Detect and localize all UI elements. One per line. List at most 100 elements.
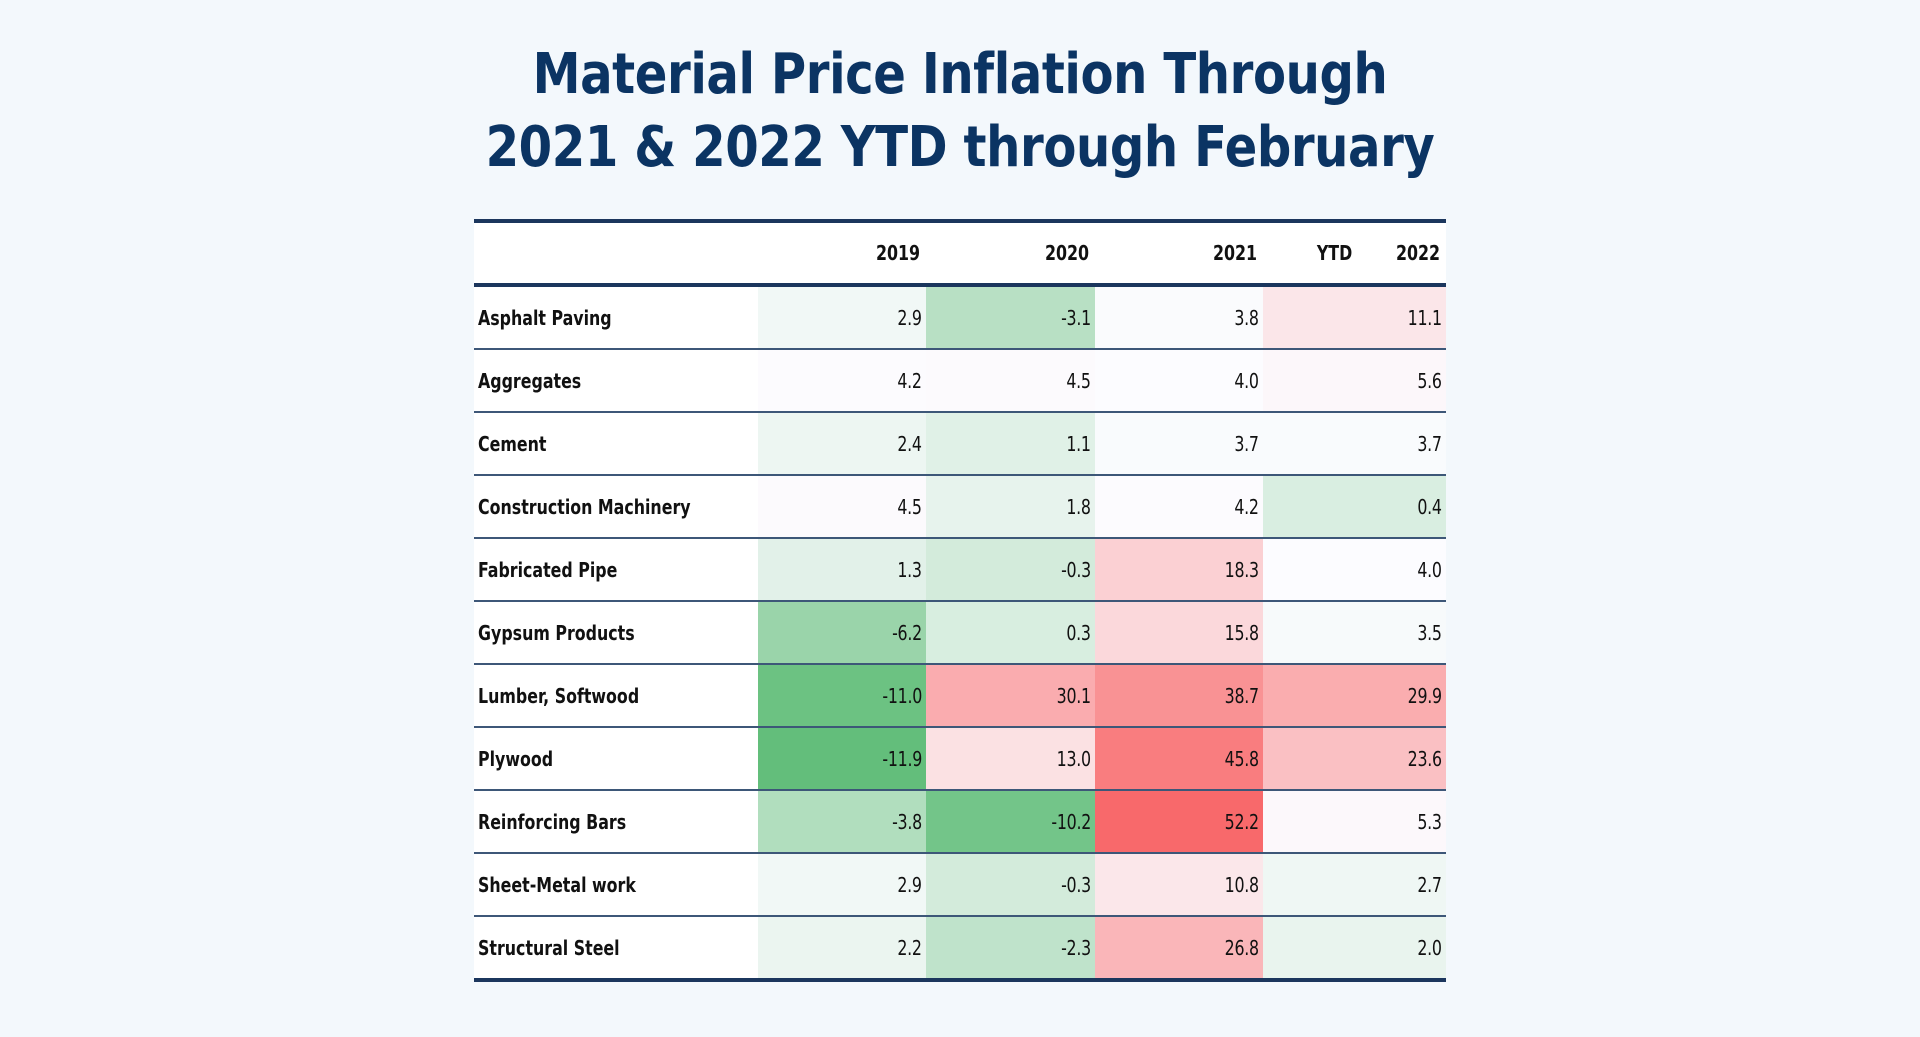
value-cell-ytd-2022: 3.7	[1263, 413, 1446, 474]
value-text: 3.5	[1417, 620, 1443, 645]
header-2022-text: 2022	[1395, 241, 1440, 265]
value-text: 5.3	[1417, 809, 1443, 834]
row-label: Reinforcing Bars	[478, 809, 627, 834]
row-label: Plywood	[478, 746, 554, 771]
header-ytd-2022: YTD 2022	[1263, 223, 1446, 283]
value-cell-ytd-2022: 0.4	[1263, 476, 1446, 537]
row-label-cell: Construction Machinery	[474, 476, 758, 537]
header-2020: 2020	[926, 223, 1095, 283]
table-row: Aggregates 4.2 4.5 4.0 5.6	[474, 350, 1446, 411]
row-separator	[474, 537, 1446, 539]
row-label-cell: Lumber, Softwood	[474, 665, 758, 726]
value-text: 1.8	[1066, 494, 1092, 519]
table-row: Cement 2.4 1.1 3.7 3.7	[474, 413, 1446, 474]
row-separator	[474, 474, 1446, 476]
value-cell-2019: 1.3	[758, 539, 926, 600]
value-text: 3.8	[1234, 305, 1260, 330]
row-separator	[474, 852, 1446, 854]
table-row: Structural Steel 2.2 -2.3 26.8 2.0	[474, 917, 1446, 978]
value-cell-2019: -11.0	[758, 665, 926, 726]
row-label: Aggregates	[478, 368, 582, 393]
value-cell-ytd-2022: 29.9	[1263, 665, 1446, 726]
row-separator	[474, 915, 1446, 917]
value-cell-2019: 4.2	[758, 350, 926, 411]
value-cell-2020: -2.3	[926, 917, 1095, 978]
value-cell-ytd-2022: 2.7	[1263, 854, 1446, 915]
value-text: 2.4	[897, 431, 923, 456]
value-cell-2021: 18.3	[1095, 539, 1263, 600]
value-cell-2019: 2.9	[758, 287, 926, 348]
value-cell-ytd-2022: 4.0	[1263, 539, 1446, 600]
value-text: 2.9	[897, 872, 923, 897]
row-separator	[474, 663, 1446, 665]
row-label: Fabricated Pipe	[478, 557, 618, 582]
value-cell-2021: 15.8	[1095, 602, 1263, 663]
value-text: 0.3	[1066, 620, 1092, 645]
row-label: Lumber, Softwood	[478, 683, 640, 708]
value-text: 26.8	[1224, 935, 1259, 960]
table-header-row: 2019 2020 2021 YTD 2022	[474, 223, 1446, 283]
value-cell-2021: 10.8	[1095, 854, 1263, 915]
row-separator	[474, 726, 1446, 728]
value-text: 4.5	[897, 494, 923, 519]
value-cell-2020: -10.2	[926, 791, 1095, 852]
value-text: 52.2	[1224, 809, 1259, 834]
row-label-cell: Fabricated Pipe	[474, 539, 758, 600]
value-text: 13.0	[1056, 746, 1091, 771]
table-bottom-rule	[474, 978, 1446, 982]
value-text: 30.1	[1056, 683, 1091, 708]
value-cell-2020: -0.3	[926, 539, 1095, 600]
value-text: 3.7	[1234, 431, 1260, 456]
value-text: -0.3	[1061, 557, 1091, 582]
value-text: -3.8	[892, 809, 922, 834]
row-separator	[474, 348, 1446, 350]
value-text: 5.6	[1417, 368, 1443, 393]
value-cell-2021: 45.8	[1095, 728, 1263, 789]
table-row: Plywood -11.9 13.0 45.8 23.6	[474, 728, 1446, 789]
table-row: Sheet-Metal work 2.9 -0.3 10.8 2.7	[474, 854, 1446, 915]
header-label-cell	[474, 223, 758, 283]
chart-title-line-1: Material Price Inflation Through	[532, 42, 1388, 107]
value-cell-ytd-2022: 11.1	[1263, 287, 1446, 348]
value-text: 0.4	[1417, 494, 1443, 519]
table-body: Asphalt Paving 2.9 -3.1 3.8 11.1 Aggregates 4.…	[474, 287, 1446, 978]
chart-title-line-2: 2021 & 2022 YTD through February	[485, 115, 1435, 180]
value-text: 2.9	[897, 305, 923, 330]
value-text: 1.3	[897, 557, 923, 582]
table-row: Construction Machinery 4.5 1.8 4.2 0.4	[474, 476, 1446, 537]
value-cell-2019: 2.4	[758, 413, 926, 474]
header-2021: 2021	[1095, 223, 1263, 283]
table-row: Gypsum Products -6.2 0.3 15.8 3.5	[474, 602, 1446, 663]
value-cell-2019: 2.9	[758, 854, 926, 915]
value-cell-2021: 4.2	[1095, 476, 1263, 537]
header-bottom-rule	[474, 283, 1446, 287]
value-cell-2021: 26.8	[1095, 917, 1263, 978]
value-cell-ytd-2022: 5.3	[1263, 791, 1446, 852]
value-text: 15.8	[1224, 620, 1259, 645]
row-label: Asphalt Paving	[478, 305, 612, 330]
value-cell-2019: -11.9	[758, 728, 926, 789]
value-text: 2.0	[1417, 935, 1443, 960]
value-text: -3.1	[1061, 305, 1091, 330]
value-cell-ytd-2022: 2.0	[1263, 917, 1446, 978]
value-cell-2019: 4.5	[758, 476, 926, 537]
value-text: 4.2	[1234, 494, 1260, 519]
row-label: Cement	[478, 431, 547, 456]
row-separator	[474, 789, 1446, 791]
value-text: 4.0	[1234, 368, 1260, 393]
row-label-cell: Aggregates	[474, 350, 758, 411]
value-cell-2020: 4.5	[926, 350, 1095, 411]
value-cell-ytd-2022: 3.5	[1263, 602, 1446, 663]
chart-title: Material Price Inflation Through 2021 & …	[0, 38, 1920, 184]
value-text: 29.9	[1407, 683, 1442, 708]
header-2019-text: 2019	[875, 241, 920, 265]
row-label-cell: Asphalt Paving	[474, 287, 758, 348]
value-cell-2019: -3.8	[758, 791, 926, 852]
value-text: 38.7	[1224, 683, 1259, 708]
value-text: 23.6	[1407, 746, 1442, 771]
value-cell-2021: 38.7	[1095, 665, 1263, 726]
value-text: -11.0	[882, 683, 922, 708]
table-row: Lumber, Softwood -11.0 30.1 38.7 29.9	[474, 665, 1446, 726]
row-label-cell: Cement	[474, 413, 758, 474]
row-label-cell: Sheet-Metal work	[474, 854, 758, 915]
